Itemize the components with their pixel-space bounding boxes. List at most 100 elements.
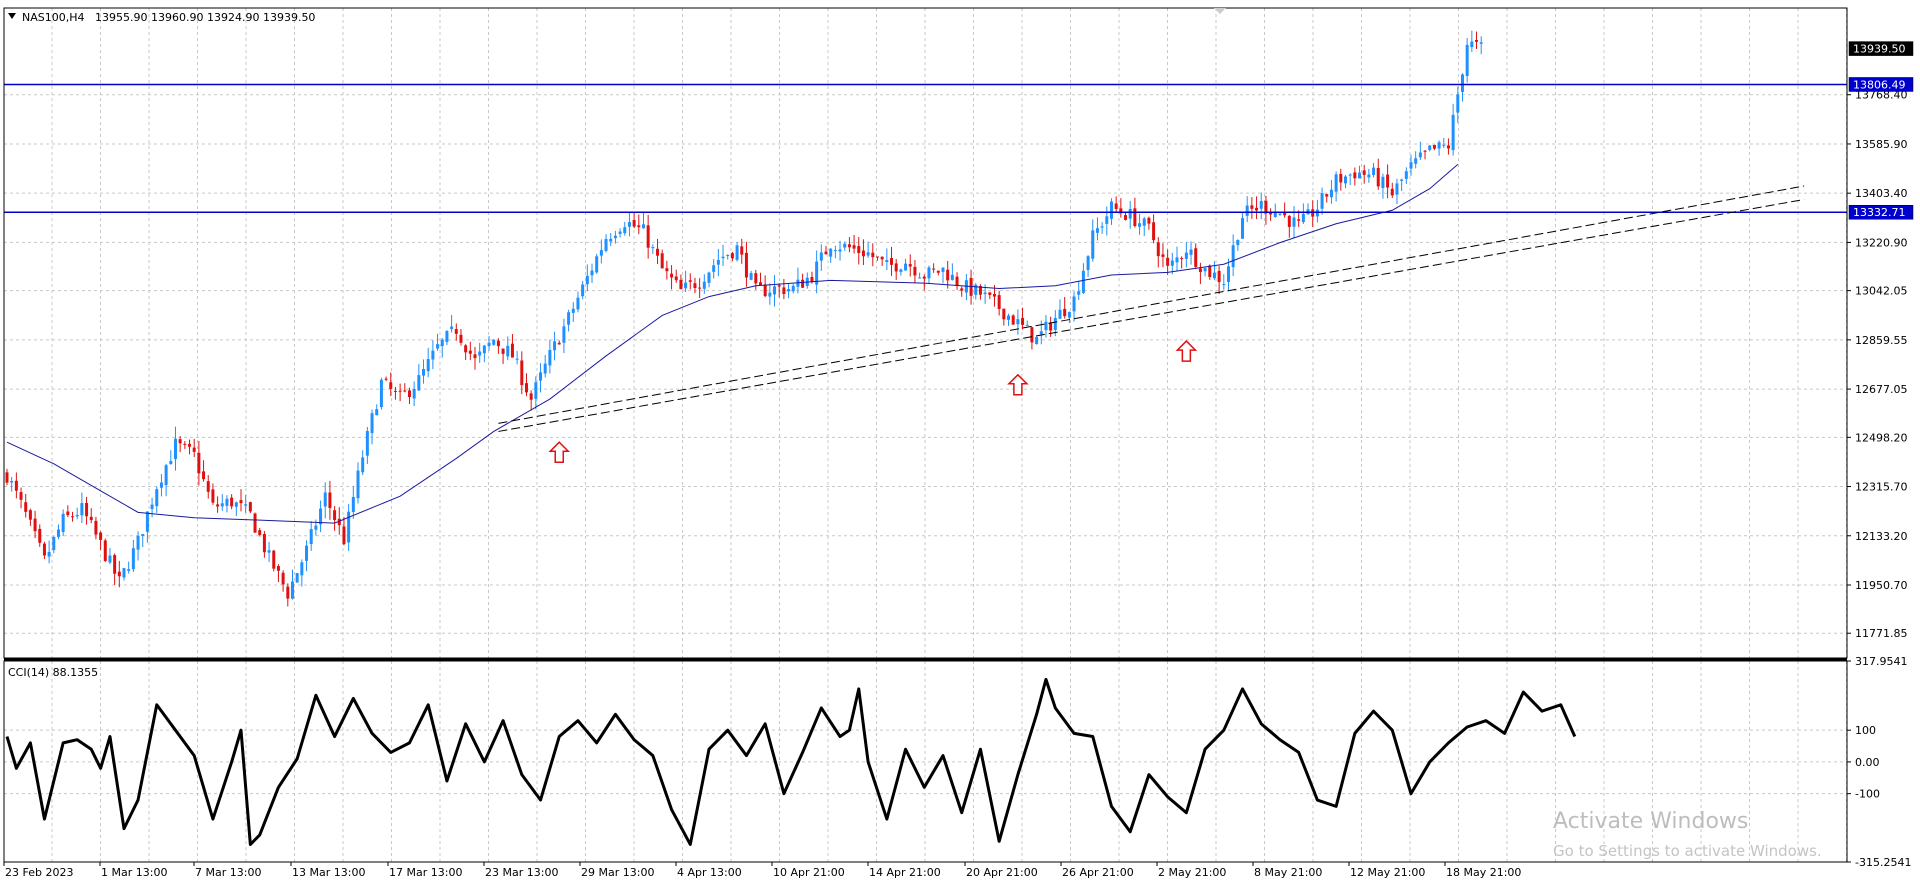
candle-body — [365, 431, 369, 456]
candle-body — [403, 390, 407, 392]
time-tick-label: 29 Mar 13:00 — [581, 866, 654, 879]
candle-body — [305, 545, 309, 561]
trendline[interactable] — [498, 185, 1805, 424]
candle-body — [922, 276, 926, 279]
candle-body — [1301, 213, 1305, 223]
candle-body — [885, 260, 889, 262]
shift-marker-icon[interactable] — [1214, 8, 1226, 14]
candle-body — [407, 390, 411, 397]
up-arrow-icon[interactable] — [1175, 340, 1198, 362]
candle-body — [1245, 205, 1249, 216]
symbol-label: NAS100,H4 — [22, 11, 85, 24]
candle-body — [913, 266, 917, 276]
time-tick-label: 2 May 21:00 — [1158, 866, 1226, 879]
candle-body — [604, 239, 608, 251]
level-price-tag-label: 13806.49 — [1853, 78, 1906, 91]
candle-body — [641, 224, 645, 229]
time-tick-label: 8 May 21:00 — [1254, 866, 1322, 879]
candle-body — [1250, 205, 1254, 209]
candle-body — [1077, 291, 1081, 295]
activate-windows-subtitle: Go to Settings to activate Windows. — [1553, 842, 1822, 860]
candle-body — [113, 555, 117, 574]
candle-body — [693, 283, 697, 288]
candle-body — [843, 243, 847, 248]
candle-body — [707, 272, 711, 283]
trendline[interactable] — [498, 199, 1805, 432]
candle-body — [211, 489, 215, 503]
candle-body — [730, 253, 734, 259]
candle-body — [1362, 170, 1366, 175]
candle-body — [553, 341, 557, 351]
candle-body — [1358, 172, 1362, 179]
candle-body — [192, 447, 196, 452]
candle-body — [300, 562, 304, 576]
candle-body — [333, 510, 337, 521]
candle-body — [370, 413, 374, 434]
moving-average-line — [6, 164, 1459, 524]
candle-body — [492, 339, 496, 345]
level-price-tag — [1848, 77, 1914, 92]
candle-body — [684, 282, 688, 289]
candle-body — [646, 225, 650, 248]
candle-body — [1203, 268, 1207, 272]
ohlc-readout: 13955.90 13960.90 13924.90 13939.50 — [95, 11, 315, 24]
candle-body — [698, 287, 702, 289]
candle-body — [103, 540, 107, 561]
cci-tick-label: -315.2541 — [1855, 856, 1911, 869]
candle-body — [178, 439, 182, 444]
candle-body — [581, 284, 585, 297]
candle-body — [651, 247, 655, 249]
cci-tick-label: 0.00 — [1855, 756, 1880, 769]
candle-body — [1343, 176, 1347, 184]
candle-body — [33, 518, 37, 532]
candle-body — [230, 497, 234, 507]
candle-body — [281, 572, 285, 585]
candle-body — [379, 379, 383, 408]
candle-body — [450, 326, 454, 330]
candle-body — [838, 249, 842, 252]
candle-body — [1095, 228, 1099, 233]
candle-body — [234, 502, 238, 507]
candle-body — [932, 268, 936, 270]
candle-body — [323, 492, 327, 507]
candle-body — [590, 270, 594, 276]
candle-body — [824, 251, 828, 255]
candle-body — [1212, 272, 1216, 279]
candle-body — [1030, 327, 1034, 343]
collapse-triangle-icon[interactable] — [8, 13, 16, 19]
cci-line — [5, 677, 1577, 846]
candle-body — [1072, 296, 1076, 312]
candle-body — [1241, 218, 1245, 239]
candle-body — [1081, 270, 1085, 293]
candle-body — [974, 284, 978, 295]
candle-body — [773, 286, 777, 295]
candle-body — [75, 515, 79, 517]
candle-body — [1297, 219, 1301, 221]
candle-body — [159, 482, 163, 488]
candle-body — [1175, 257, 1179, 263]
candle-body — [595, 256, 599, 273]
candle-body — [1325, 194, 1329, 197]
candle-body — [983, 292, 987, 294]
up-arrow-icon[interactable] — [1007, 373, 1029, 396]
candle-body — [1086, 256, 1090, 270]
up-arrow-icon[interactable] — [548, 441, 571, 463]
candle-body — [1180, 258, 1184, 260]
candle-body — [108, 555, 112, 563]
candle-body — [1320, 193, 1324, 209]
candle-body — [1451, 114, 1455, 151]
candle-body — [875, 256, 879, 258]
candle-body — [375, 409, 379, 416]
candle-body — [847, 244, 851, 248]
candle-body — [613, 235, 617, 239]
candle-body — [1021, 317, 1025, 325]
candle-body — [164, 465, 168, 486]
cci-axis: 317.9541 100 0.00 -100 -315.2541 — [1847, 655, 1911, 869]
candle-body — [290, 581, 294, 599]
candle-body — [122, 568, 126, 578]
candle-body — [276, 566, 280, 571]
price-tick-label: 13768.40 — [1855, 89, 1908, 102]
candle-body — [623, 227, 627, 234]
